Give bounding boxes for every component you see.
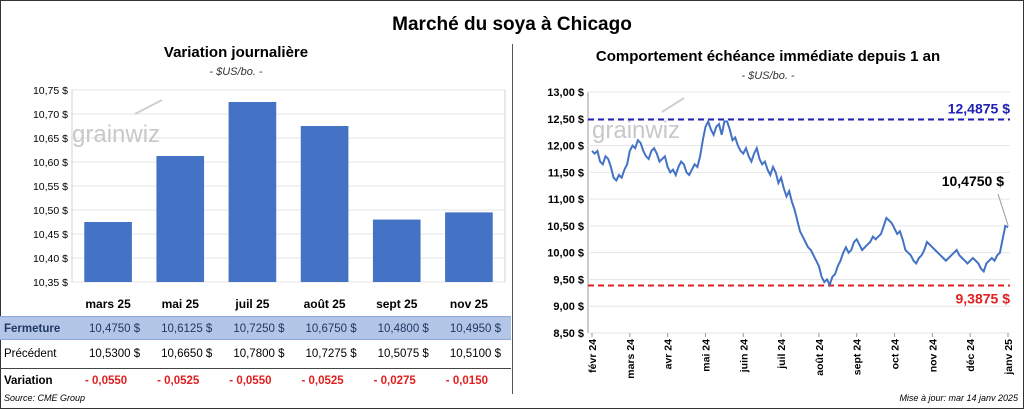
series-line — [591, 118, 1009, 288]
last-value-leader — [997, 193, 1009, 226]
x-tick-label: août 25 — [304, 297, 346, 311]
table-cell: - 0,0275 — [373, 375, 416, 387]
x-tick-label: avr 24 — [663, 339, 675, 370]
low-label: 9,3875 $ — [956, 290, 1011, 306]
table-cell: 10,6750 $ — [305, 323, 357, 335]
x-tick-label: sept 24 — [852, 339, 864, 375]
y-tick-label: 10,60 $ — [33, 157, 68, 169]
x-tick-label: juin 24 — [738, 339, 750, 373]
x-tick-label: nov 24 — [927, 339, 939, 372]
x-tick-label: mars 24 — [625, 339, 637, 379]
y-tick-label: 8,50 $ — [553, 328, 584, 340]
right-chart-title: Comportement échéance immédiate depuis 1… — [595, 48, 941, 65]
page-title: Marché du soya à Chicago — [392, 14, 632, 35]
table-cell: - 0,0525 — [157, 375, 200, 387]
left-chart-title: Variation journalière — [163, 44, 309, 61]
table-cell: 10,7250 $ — [233, 323, 285, 335]
x-tick-label: nov 25 — [450, 297, 488, 311]
y-tick-label: 11,00 $ — [548, 194, 584, 206]
x-tick-label: juil 25 — [234, 297, 269, 311]
x-tick-label: août 24 — [814, 339, 826, 376]
high-label: 12,4875 $ — [948, 100, 1010, 116]
line-chart: grainwiz 8,50 $ 9,00 $ 9,50 $ 10,00 $ 10,50 … — [547, 87, 1015, 379]
x-tick-label: mai 25 — [162, 297, 200, 311]
x-tick-label: déc 24 — [965, 339, 977, 372]
right-chart-unit: - $US/bo. - — [741, 70, 795, 82]
source-note: Source: CME Group — [4, 393, 86, 403]
bar — [445, 212, 493, 282]
y-tick-label: 9,00 $ — [553, 301, 584, 313]
table-cell: 10,7275 $ — [305, 348, 357, 360]
x-tick-label: oct 24 — [890, 339, 902, 370]
table-row-label: Précédent — [4, 348, 57, 360]
y-tick-label: 10,75 $ — [33, 85, 68, 97]
y-tick-label: 10,70 $ — [33, 109, 68, 121]
bar-chart: grainwiz 10,35 $ 10,40 $ 10,45 $ 10,50 $ 10,… — [33, 85, 506, 311]
table-cell: 10,4750 $ — [88, 323, 141, 335]
panel-divider — [512, 44, 513, 394]
y-tick-label: 10,00 $ — [547, 248, 584, 260]
x-tick-label: févr 24 — [587, 339, 599, 373]
y-tick-label: 12,00 $ — [547, 141, 584, 153]
y-tick-label: 10,40 $ — [33, 253, 68, 265]
watermark-mark — [134, 99, 163, 115]
table-cell: 10,5300 $ — [88, 348, 141, 360]
table-cell: 10,4800 $ — [377, 323, 429, 335]
y-tick-label: 13,00 $ — [547, 87, 584, 99]
y-tick-label: 9,50 $ — [553, 274, 584, 286]
y-tick-label: 10,35 $ — [33, 277, 68, 289]
y-tick-label: 11,50 $ — [548, 167, 584, 179]
x-tick-label: mai 24 — [700, 339, 712, 372]
bar — [372, 219, 421, 282]
x-tick-label: juil 24 — [776, 339, 788, 370]
y-tick-label: 12,50 $ — [547, 114, 584, 126]
bar — [84, 222, 132, 282]
table-row-variation: Variation - 0,0550 - 0,0525 - 0,0550 - 0,05… — [0, 368, 511, 392]
table-cell: 10,6650 $ — [161, 348, 213, 360]
table-row-label: Fermeture — [4, 323, 61, 335]
table-cell: 10,5075 $ — [377, 348, 429, 360]
table-cell: 10,4950 $ — [449, 323, 501, 335]
x-tick-label: janv 25 — [1003, 339, 1015, 376]
table-cell: - 0,0150 — [445, 375, 488, 387]
bar — [300, 126, 349, 282]
table-row-precedent: Précédent 10,5300 $ 10,6650 $ 10,7800 $ 10,… — [0, 342, 511, 366]
watermark-mark — [661, 97, 685, 113]
table-cell: - 0,0550 — [84, 375, 128, 387]
last-value-label: 10,4750 $ — [942, 173, 1004, 189]
table-cell: 10,5100 $ — [449, 348, 501, 360]
table-cell: - 0,0550 — [229, 375, 272, 387]
bar — [228, 102, 277, 282]
y-tick-label: 10,50 $ — [33, 205, 68, 217]
bar — [156, 156, 205, 282]
left-chart-unit: - $US/bo. - — [209, 66, 263, 78]
table-row-fermeture: Fermeture 10,4750 $ 10,6125 $ 10,7250 $ 10,… — [0, 316, 511, 340]
y-tick-label: 10,55 $ — [33, 181, 68, 193]
y-tick-label: 10,65 $ — [33, 133, 68, 145]
y-tick-label: 10,50 $ — [547, 221, 584, 233]
right-watermark: grainwiz — [592, 117, 680, 144]
x-tick-label: sept 25 — [376, 297, 418, 311]
table-cell: 10,6125 $ — [161, 323, 213, 335]
left-watermark: grainwiz — [72, 121, 160, 148]
table-cell: 10,7800 $ — [233, 348, 285, 360]
table-row-label: Variation — [4, 375, 53, 387]
update-note: Mise à jour: mar 14 janv 2025 — [899, 393, 1018, 403]
table-cell: - 0,0525 — [301, 375, 344, 387]
x-tick-label: mars 25 — [85, 297, 131, 311]
y-tick-label: 10,45 $ — [33, 229, 68, 241]
